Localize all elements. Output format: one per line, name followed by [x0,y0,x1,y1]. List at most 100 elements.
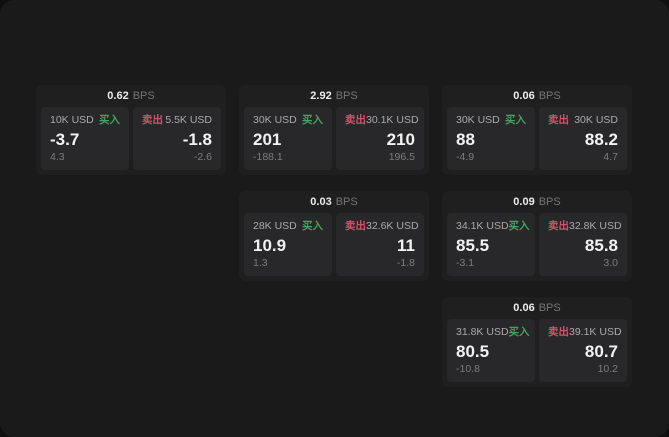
buy-panel[interactable]: 28K USD 买入 10.9 1.3 [244,213,332,276]
sell-amount: 30K USD [574,114,618,126]
quote-card: 0.06 BPS 31.8K USD 买入 80.5 -10.8 卖出 39.1… [442,297,632,387]
bps-header: 0.06 BPS [442,85,632,107]
buy-panel-top: 30K USD 买入 [456,114,526,127]
sell-panel-top: 卖出 30K USD [548,114,618,127]
buy-panel-top: 28K USD 买入 [253,220,323,233]
sell-price: -1.8 [182,130,212,149]
buy-amount: 28K USD [253,220,297,232]
buy-side-label: 买入 [508,326,530,338]
sell-sub-value: -2.6 [193,151,212,163]
buy-side-label: 买入 [302,114,323,126]
buy-amount: 31.8K USD [456,326,509,338]
sell-sub-value: 196.5 [388,151,415,163]
buy-price: 10.9 [253,236,287,255]
bps-header: 0.06 BPS [442,297,632,319]
buy-price: 201 [253,130,282,149]
sell-panel[interactable]: 卖出 5.5K USD -1.8 -2.6 [133,107,221,170]
quote-card-body: 28K USD 买入 10.9 1.3 卖出 32.6K USD 11 -1.8 [239,213,429,281]
buy-sub-value: 1.3 [253,257,268,269]
buy-side-label: 买入 [302,220,323,232]
bps-unit-label: BPS [335,90,358,102]
sell-panel-top: 卖出 39.1K USD [548,326,622,339]
sell-panel-top: 卖出 32.6K USD [345,220,419,233]
quote-card-body: 10K USD 买入 -3.7 4.3 卖出 5.5K USD -1.8 -2.… [36,107,226,175]
sell-side-label: 卖出 [345,114,366,126]
buy-panel-top: 10K USD 买入 [50,114,120,127]
sell-amount: 39.1K USD [569,326,622,338]
buy-side-label: 买入 [99,114,120,126]
bps-value: 0.06 [513,90,535,102]
sell-panel[interactable]: 卖出 30.1K USD 210 196.5 [336,107,424,170]
buy-panel[interactable]: 31.8K USD 买入 80.5 -10.8 [447,319,535,382]
bps-header: 0.62 BPS [36,85,226,107]
quote-cards-grid: 0.62 BPS 10K USD 买入 -3.7 4.3 卖出 5.5K USD [36,85,632,387]
bps-unit-label: BPS [538,302,561,314]
bps-header: 0.09 BPS [442,191,632,213]
sell-sub-value: 4.7 [603,151,618,163]
quote-card: 0.09 BPS 34.1K USD 买入 85.5 -3.1 卖出 32.8K… [442,191,632,281]
bps-value: 0.03 [310,196,332,208]
sell-amount: 5.5K USD [165,114,212,126]
buy-price: -3.7 [50,130,80,149]
sell-side-label: 卖出 [345,220,366,232]
bps-unit-label: BPS [335,196,358,208]
buy-panel-top: 34.1K USD 买入 [456,220,530,233]
buy-panel[interactable]: 10K USD 买入 -3.7 4.3 [41,107,129,170]
sell-side-label: 卖出 [548,114,569,126]
bps-header: 0.03 BPS [239,191,429,213]
bps-value: 2.92 [310,90,332,102]
bps-value: 0.62 [107,90,129,102]
sell-price: 80.7 [584,342,618,361]
sell-panel[interactable]: 卖出 30K USD 88.2 4.7 [539,107,627,170]
buy-amount: 30K USD [253,114,297,126]
buy-panel-top: 30K USD 买入 [253,114,323,127]
sell-price: 11 [397,236,415,255]
sell-panel[interactable]: 卖出 32.8K USD 85.8 3.0 [539,213,627,276]
sell-panel-top: 卖出 30.1K USD [345,114,419,127]
buy-sub-value: -4.9 [456,151,475,163]
sell-sub-value: 3.0 [603,257,618,269]
sell-panel[interactable]: 卖出 39.1K USD 80.7 10.2 [539,319,627,382]
buy-panel[interactable]: 30K USD 买入 201 -188.1 [244,107,332,170]
quote-card-body: 30K USD 买入 88 -4.9 卖出 30K USD 88.2 4.7 [442,107,632,175]
buy-panel-top: 31.8K USD 买入 [456,326,530,339]
sell-price: 85.8 [584,236,618,255]
buy-amount: 10K USD [50,114,94,126]
sell-side-label: 卖出 [142,114,163,126]
bps-value: 0.06 [513,302,535,314]
buy-amount: 30K USD [456,114,500,126]
quote-card: 0.62 BPS 10K USD 买入 -3.7 4.3 卖出 5.5K USD [36,85,226,175]
quote-card: 0.03 BPS 28K USD 买入 10.9 1.3 卖出 32.6K US… [239,191,429,281]
buy-price: 85.5 [456,236,490,255]
buy-amount: 34.1K USD [456,220,509,232]
bps-header: 2.92 BPS [239,85,429,107]
quote-card: 0.06 BPS 30K USD 买入 88 -4.9 卖出 30K USD [442,85,632,175]
sell-side-label: 卖出 [548,220,569,232]
quote-card-body: 30K USD 买入 201 -188.1 卖出 30.1K USD 210 1… [239,107,429,175]
sell-price: 210 [386,130,415,149]
sell-panel-top: 卖出 5.5K USD [142,114,212,127]
buy-sub-value: -188.1 [253,151,283,163]
sell-amount: 30.1K USD [366,114,419,126]
buy-price: 88 [456,130,475,149]
buy-sub-value: -10.8 [456,363,480,375]
bps-unit-label: BPS [538,196,561,208]
bps-unit-label: BPS [132,90,155,102]
quote-card-body: 31.8K USD 买入 80.5 -10.8 卖出 39.1K USD 80.… [442,319,632,387]
buy-sub-value: 4.3 [50,151,65,163]
buy-sub-value: -3.1 [456,257,475,269]
buy-side-label: 买入 [508,220,530,232]
sell-side-label: 卖出 [548,326,569,338]
sell-sub-value: 10.2 [597,363,618,375]
sell-amount: 32.8K USD [569,220,622,232]
buy-panel[interactable]: 34.1K USD 买入 85.5 -3.1 [447,213,535,276]
buy-panel[interactable]: 30K USD 买入 88 -4.9 [447,107,535,170]
buy-price: 80.5 [456,342,490,361]
sell-panel[interactable]: 卖出 32.6K USD 11 -1.8 [336,213,424,276]
sell-sub-value: -1.8 [396,257,415,269]
quote-card: 2.92 BPS 30K USD 买入 201 -188.1 卖出 30.1K … [239,85,429,175]
bps-value: 0.09 [513,196,535,208]
sell-amount: 32.6K USD [366,220,419,232]
sell-price: 88.2 [584,130,618,149]
